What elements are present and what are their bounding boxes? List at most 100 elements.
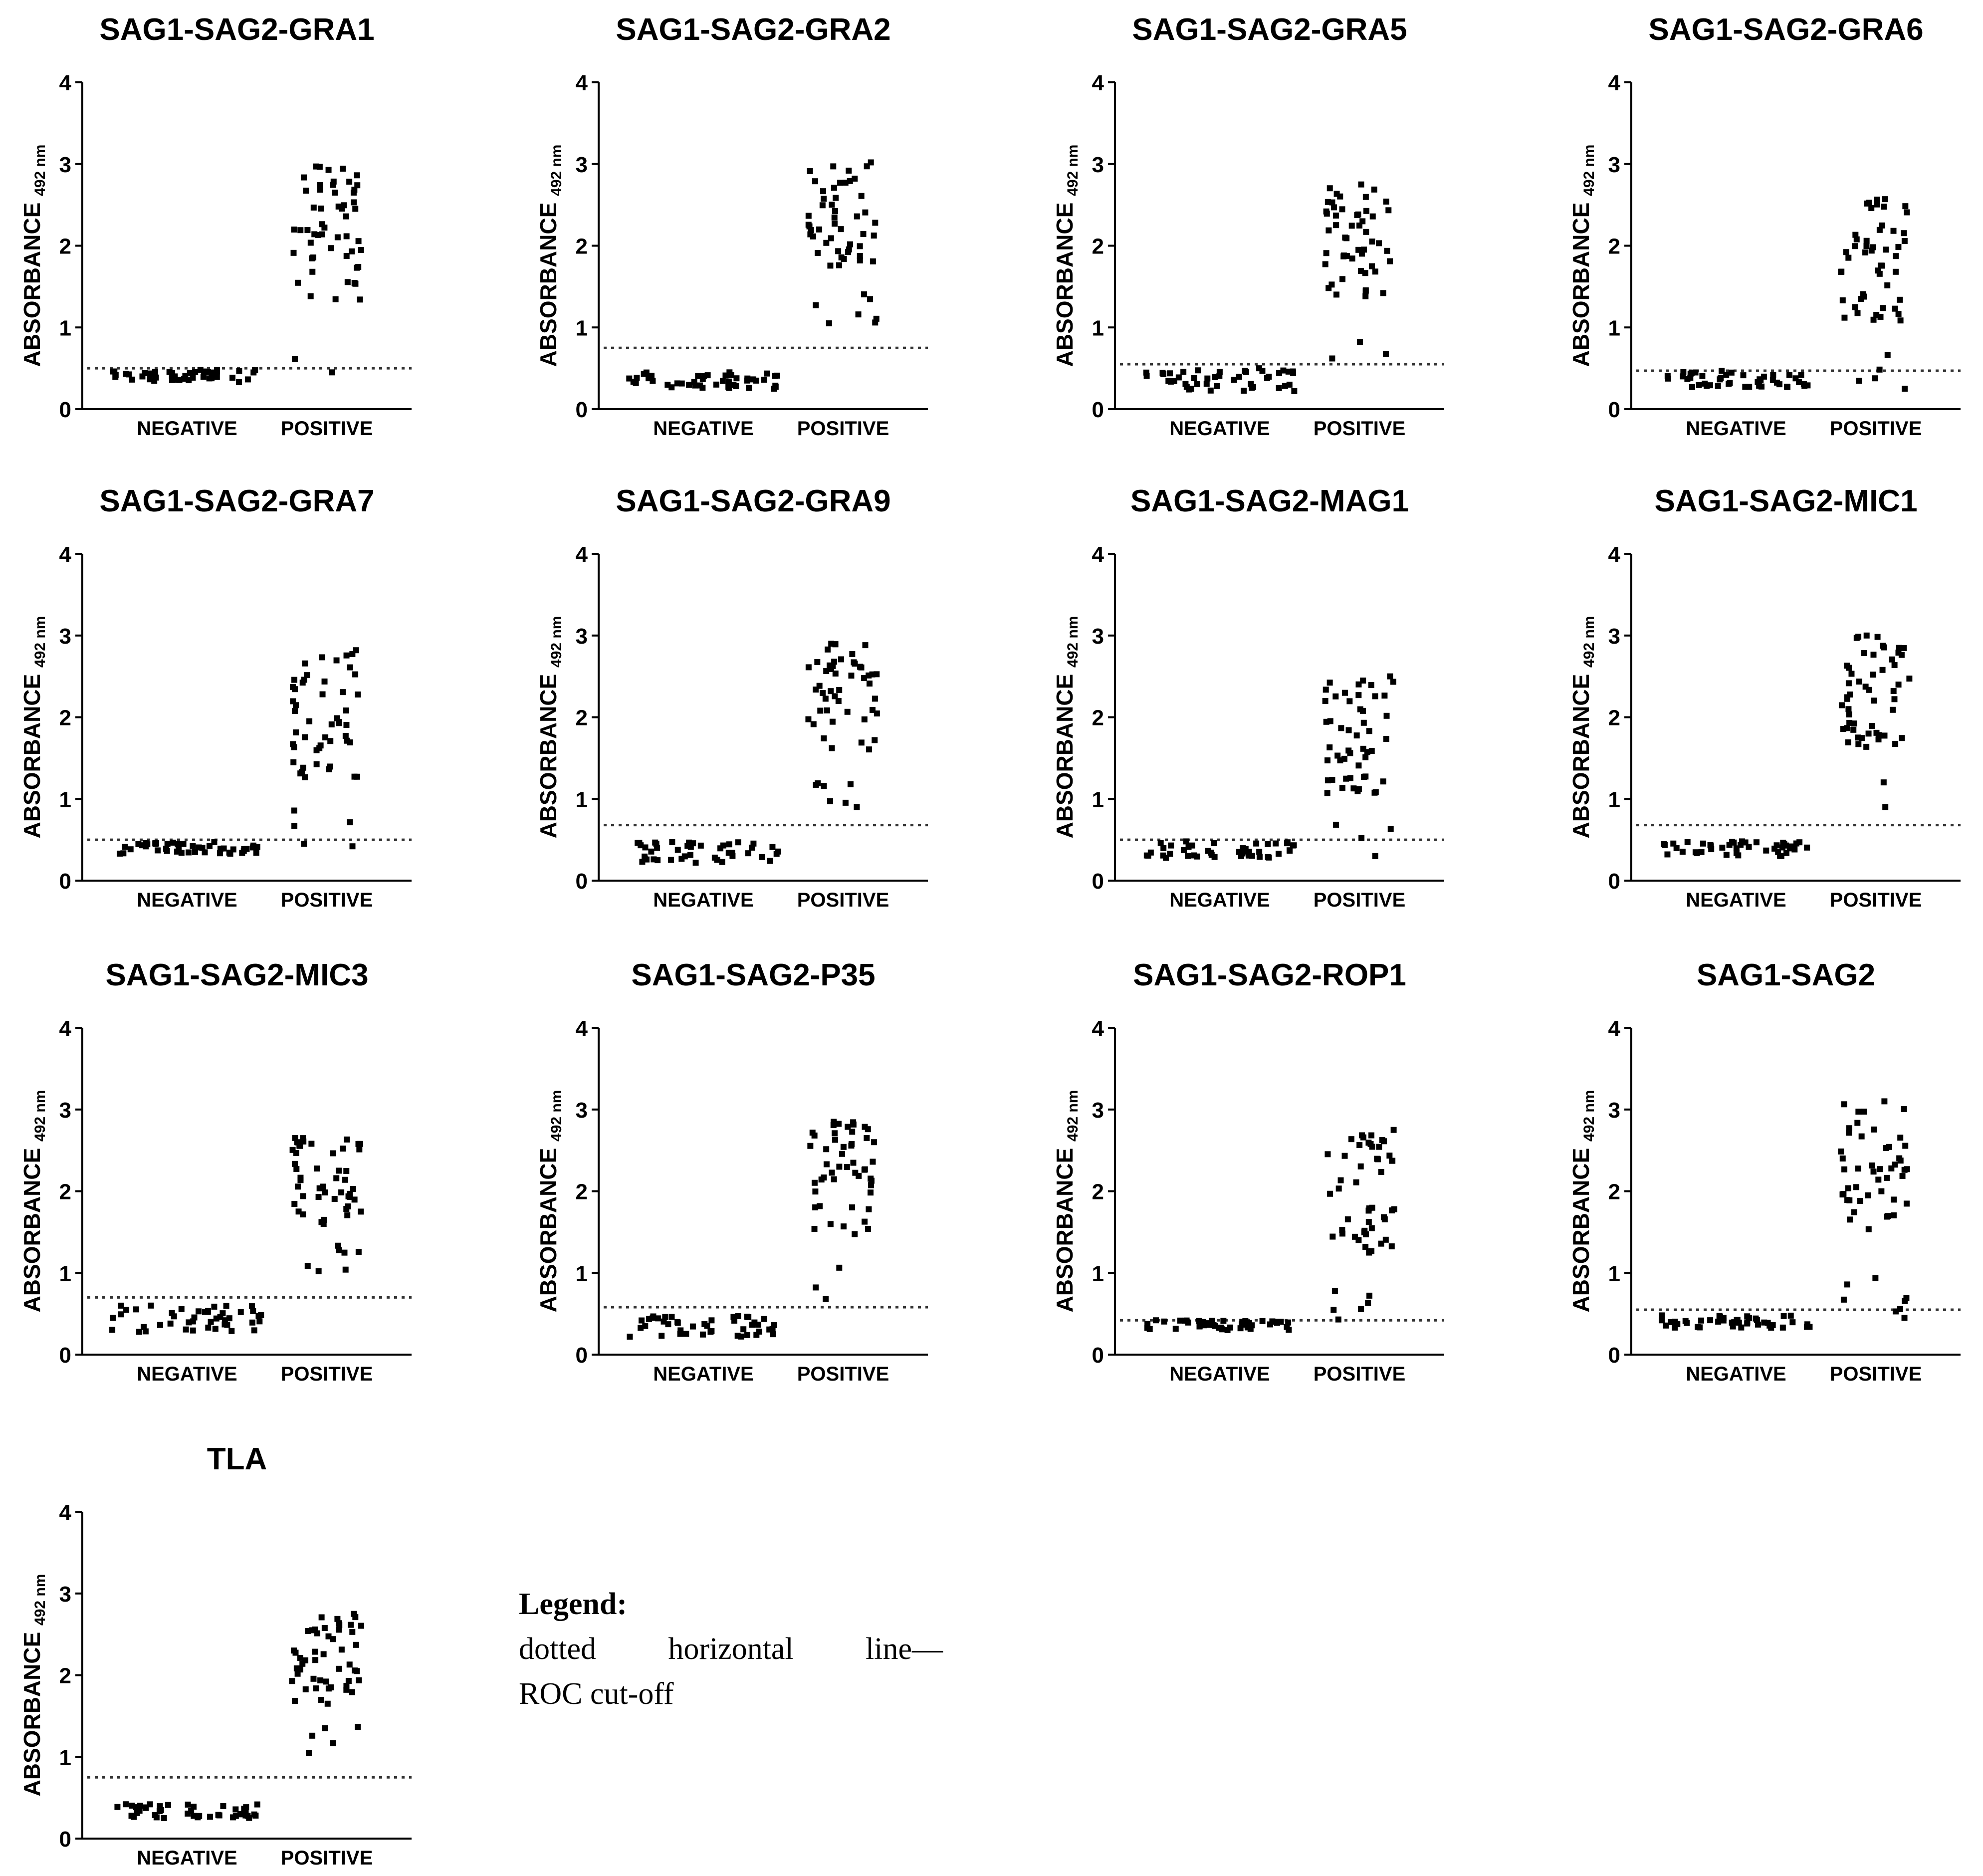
chart-panel: SAG1-SAG2-GRA1 ABSORBANCE 492 nm 0 1 2 3 4 NEGA… [19,12,412,440]
negative-point [1167,378,1174,385]
positive-point [1365,1219,1372,1225]
positive-point [836,262,843,268]
y-tick-label: 2 [576,1180,588,1204]
positive-point [319,691,326,698]
negative-point [1783,850,1789,856]
negative-point [1761,373,1767,380]
positive-point [1348,1136,1354,1143]
negative-point [1265,841,1271,847]
positive-point [1865,730,1872,737]
positive-point [828,688,834,695]
positive-point [1884,1174,1890,1181]
positive-point [315,1268,322,1274]
negative-point [1157,840,1164,846]
positive-point [1376,1144,1382,1150]
positive-point [866,672,872,679]
positive-point [348,1622,354,1628]
positive-point [871,233,877,239]
negative-point [692,859,699,866]
negative-point [686,382,692,388]
positive-point [319,654,325,661]
positive-point [861,1167,868,1173]
positive-point [813,687,819,693]
x-tick-label: NEGATIVE [653,418,754,440]
positive-point [321,1625,328,1632]
positive-point [1882,804,1889,810]
legend-word: line— [866,1632,943,1666]
legend-line-2: ROC cut-off [519,1677,674,1711]
chart-panel: SAG1-SAG2-GRA9 ABSORBANCE 492 nm 0 1 2 3 4 NEGA… [535,484,928,911]
y-tick-label: 1 [1092,787,1104,812]
positive-point [350,1185,356,1192]
negative-point [1695,1324,1701,1330]
positive-point [831,1176,837,1182]
positive-point [1855,1108,1862,1115]
positive-point [836,1164,843,1170]
positive-point [334,715,340,721]
negative-point [217,850,223,857]
positive-point [292,1697,298,1704]
positive-point [827,798,833,804]
negative-point [1183,838,1189,845]
negative-point [1753,839,1760,846]
positive-point [291,1201,298,1207]
y-tick-label: 0 [1608,869,1620,894]
positive-point [1889,656,1895,663]
positive-point [838,226,844,233]
y-axis-label: ABSORBANCE 492 nm [1052,145,1081,367]
positive-point [1865,1226,1872,1232]
negative-point [1273,840,1279,847]
positive-point [865,1226,872,1232]
negative-point [1203,1320,1210,1327]
positive-point [1891,662,1898,669]
negative-point [1698,849,1705,855]
negative-point [767,858,773,864]
positive-point [866,680,873,687]
negative-point [109,1315,116,1321]
positive-point [1840,1190,1847,1197]
positive-point [852,1231,858,1237]
positive-point [840,1144,847,1150]
chart-title: SAG1-SAG2-MIC1 [1654,484,1917,518]
positive-point [1901,645,1907,652]
positive-point [317,182,323,188]
negative-point [726,385,732,391]
negative-point [1661,842,1668,848]
negative-point [730,1314,737,1320]
negative-point [232,1813,239,1819]
negative-point [235,379,242,385]
y-tick-label: 2 [59,706,71,730]
positive-point [832,670,839,677]
negative-point [678,380,685,387]
positive-point [1378,1169,1384,1175]
negative-point [722,372,729,379]
positive-point [1323,250,1329,256]
y-tick-label: 3 [576,1098,588,1123]
negative-point [256,1318,263,1325]
positive-point [854,213,860,220]
positive-point [1881,732,1888,739]
positive-point [836,1264,843,1271]
negative-point [249,1319,255,1326]
positive-point [307,239,314,246]
positive-point [1903,1295,1910,1301]
negative-point [1144,1321,1151,1327]
negative-point [123,1307,130,1313]
positive-point [1369,263,1375,269]
positive-point [302,734,308,740]
negative-point [1196,1318,1202,1324]
positive-point [846,167,852,174]
positive-point [1863,743,1870,750]
negative-point [1723,852,1730,858]
negative-point [1160,371,1167,377]
negative-point [243,1804,249,1811]
positive-point [358,246,364,253]
positive-point [1854,310,1861,316]
positive-point [1332,693,1339,700]
positive-point [830,163,837,170]
positive-point [335,203,342,210]
positive-point [1361,246,1367,253]
positive-point [1851,1209,1857,1215]
positive-point [309,1732,316,1739]
negative-point [691,379,697,385]
